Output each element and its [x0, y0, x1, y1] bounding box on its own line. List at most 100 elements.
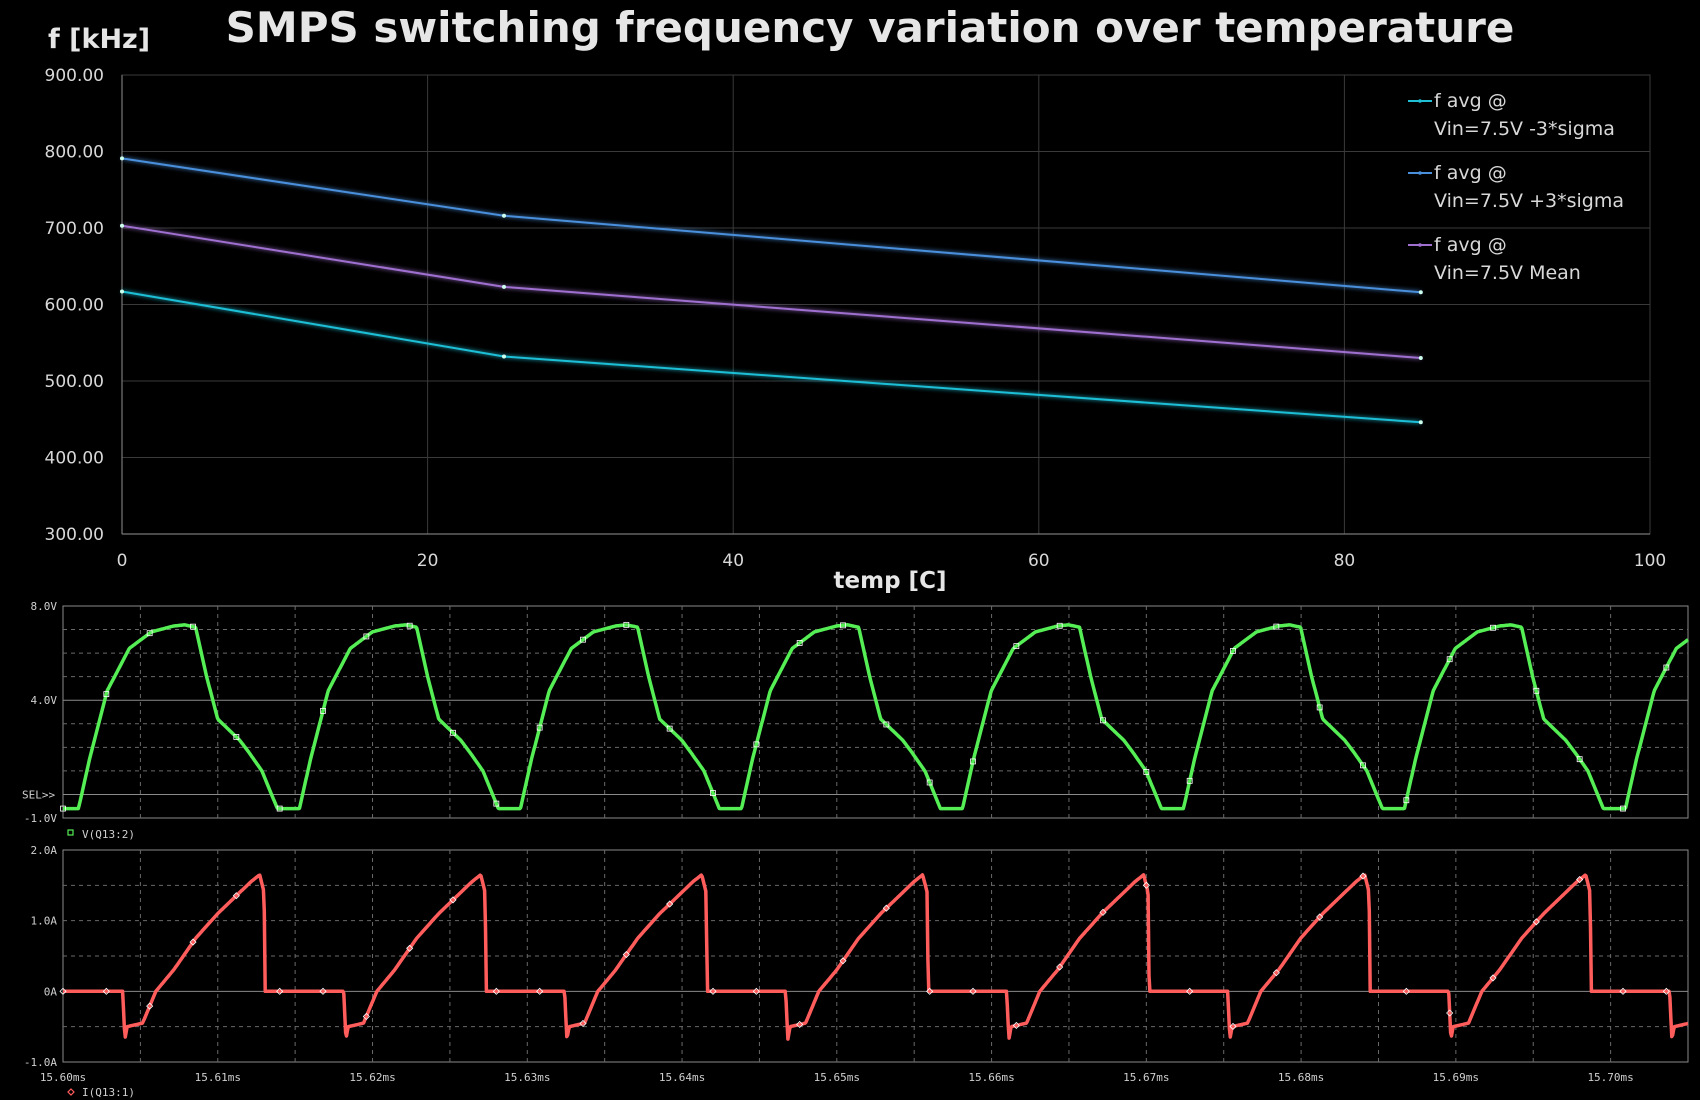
waveform-marker: [1576, 756, 1583, 763]
scope-plot-area: [62, 605, 1689, 819]
x-tick-label: 60: [1028, 551, 1050, 571]
series-line-0: [121, 290, 1421, 424]
waveform-marker: [752, 987, 760, 995]
data-point: [1418, 290, 1423, 295]
waveform-marker: [839, 957, 847, 965]
waveform-marker: [1100, 717, 1106, 724]
waveform-marker: [102, 987, 110, 995]
scope-x-tick-label: 15.70ms: [1587, 1071, 1633, 1084]
waveform-marker: [1012, 1021, 1020, 1030]
waveform-marker: [1490, 624, 1496, 631]
series-line-1: [121, 157, 1421, 294]
scope-y-tick-label: 2.0A: [31, 844, 58, 857]
y-tick-label: 300.00: [45, 525, 104, 545]
waveform-marker: [1576, 875, 1584, 884]
voltage-waveform-chart: 8.0V 4.0V -1.0V SEL>> V(Q13:2): [22, 600, 1689, 841]
waveform-marker: [1360, 762, 1366, 769]
x-tick-label: 40: [722, 551, 744, 571]
legend-label: V(Q13:2): [82, 828, 135, 841]
y-tick-label: 800.00: [45, 143, 104, 163]
scope-y-tick-label: -1.0V: [24, 812, 57, 825]
scope-x-tick-label: 15.68ms: [1278, 1071, 1324, 1084]
data-point: [502, 354, 506, 359]
waveform-marker: [1489, 974, 1497, 982]
data-point: [120, 223, 124, 228]
scope-y-tick-label: 4.0V: [31, 694, 58, 707]
waveform-marker: [232, 892, 240, 900]
legend-label: I(Q13:1): [82, 1086, 135, 1099]
waveform-marker: [840, 622, 846, 629]
data-point: [502, 213, 506, 218]
waveform-marker: [796, 1020, 804, 1029]
waveform-marker: [190, 623, 196, 630]
legend-label: Vin=7.5V -3*sigma: [1434, 118, 1615, 140]
frequency-chart: SMPS switching frequency variation over …: [45, 3, 1667, 594]
y-tick-label: 500.00: [45, 372, 104, 392]
waveform-marker: [970, 758, 976, 765]
waveform-marker: [1143, 769, 1150, 775]
x-tick-label: 100: [1634, 551, 1666, 571]
waveform-marker: [1402, 987, 1410, 995]
waveform-marker: [233, 734, 240, 740]
waveform-marker: [449, 896, 457, 904]
scope-x-tick-label: 15.62ms: [349, 1071, 395, 1084]
waveform-marker: [710, 790, 716, 796]
legend-label: f avg @: [1434, 162, 1507, 184]
waveform-marker: [1316, 913, 1324, 921]
waveform-marker: [536, 724, 543, 731]
scope-y-tick-label: -1.0A: [24, 1056, 57, 1069]
waveform-marker: [1446, 1009, 1454, 1017]
scope-x-tick-label: 15.67ms: [1123, 1071, 1169, 1084]
scope-x-tick-label: 15.64ms: [659, 1071, 705, 1084]
waveform-marker: [1359, 872, 1367, 880]
scope-x-tick-label: 15.60ms: [40, 1071, 86, 1084]
waveform-marker: [1532, 918, 1540, 926]
series-line-2: [121, 224, 1421, 359]
waveform-marker: [1013, 643, 1020, 650]
waveform-marker: [796, 640, 803, 646]
legend-marker: [67, 829, 74, 836]
waveform-marker: [319, 987, 327, 995]
waveform-marker: [1272, 969, 1280, 977]
legend-label: Vin=7.5V Mean: [1434, 262, 1581, 284]
waveform-marker: [406, 944, 414, 952]
scope-x-tick-label: 15.66ms: [968, 1071, 1014, 1084]
scope-y-tick-label: 8.0V: [31, 600, 58, 613]
waveform-marker: [1056, 622, 1063, 629]
waveform-marker: [363, 633, 370, 640]
waveform-marker: [753, 741, 760, 748]
scope-y-tick-label: 0A: [44, 985, 58, 998]
legend-marker: [67, 1088, 75, 1096]
waveform-marker: [1403, 797, 1410, 804]
waveform-marker: [189, 938, 197, 946]
scope-x-tick-label: 15.61ms: [195, 1071, 241, 1084]
y-tick-label: 700.00: [45, 219, 104, 239]
waveform-marker: [969, 987, 977, 995]
waveform-marker: [882, 904, 890, 912]
waveform-marker: [1186, 777, 1193, 784]
waveform-marker: [1142, 881, 1150, 889]
waveform-marker: [103, 691, 110, 698]
sel-indicator: SEL>>: [22, 788, 55, 801]
x-tick-label: 80: [1334, 551, 1356, 571]
waveform-marker: [1056, 963, 1064, 971]
scope-x-tick-label: 15.65ms: [814, 1071, 860, 1084]
waveform-marker: [709, 987, 717, 995]
data-point: [502, 284, 506, 289]
waveform-marker: [623, 621, 630, 628]
legend-marker: [1418, 99, 1422, 103]
x-tick-label: 0: [117, 551, 128, 571]
scope-x-tick-label: 15.63ms: [504, 1071, 550, 1084]
data-point: [1418, 420, 1423, 425]
waveform-marker: [1229, 1022, 1237, 1031]
waveform-marker: [406, 622, 413, 629]
legend-label: f avg @: [1434, 234, 1507, 256]
waveform-marker: [926, 987, 934, 995]
waveform-marker: [1099, 908, 1107, 916]
legend-label: f avg @: [1434, 90, 1507, 112]
waveform-marker: [1446, 656, 1453, 663]
y-axis-label: f [kHz]: [48, 24, 150, 55]
chart-title: SMPS switching frequency variation over …: [226, 3, 1515, 52]
